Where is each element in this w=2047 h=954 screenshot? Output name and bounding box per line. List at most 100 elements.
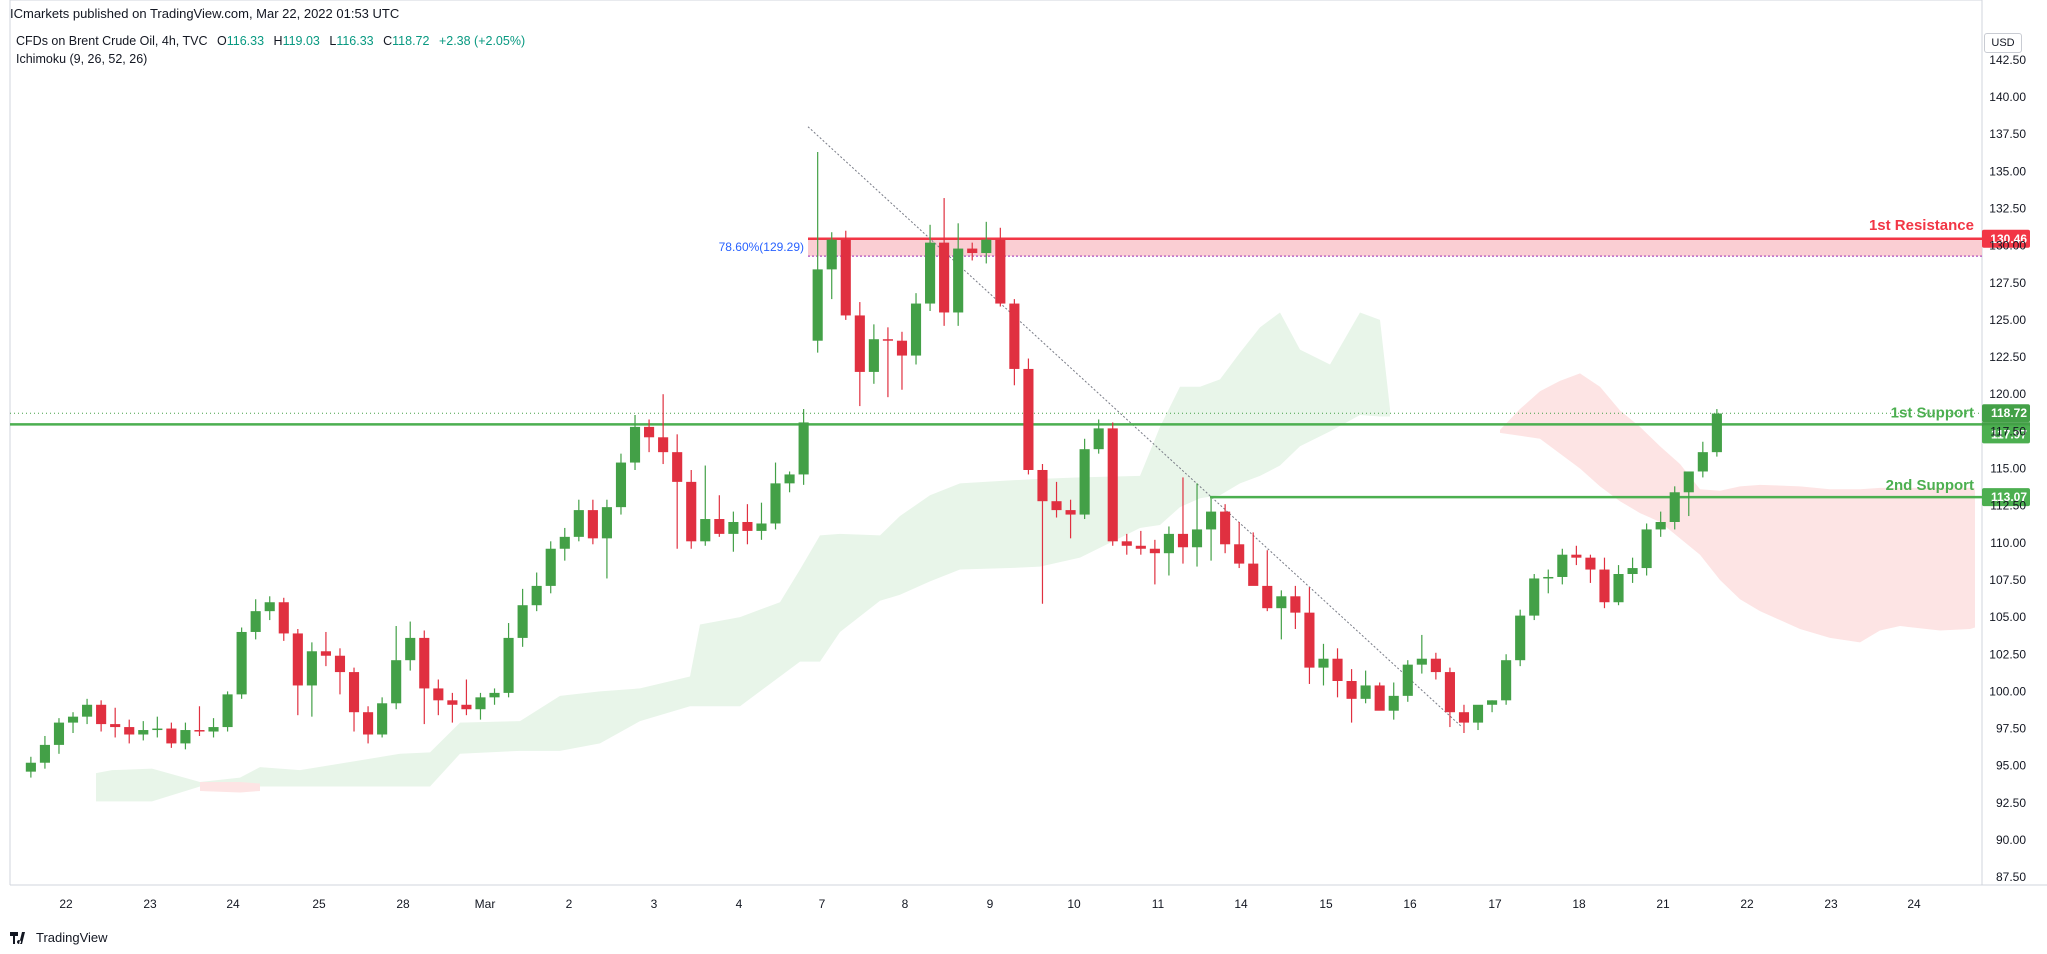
support2-price-tag: 113.07 (1991, 490, 2027, 504)
candle-body (1613, 574, 1624, 603)
candle-body (1220, 511, 1231, 545)
candle (1599, 557, 1610, 609)
candle-body (601, 507, 612, 539)
candle (644, 419, 655, 453)
candle (503, 623, 514, 698)
x-tick-label: 25 (312, 897, 326, 911)
x-tick-label: 9 (987, 897, 994, 911)
candle-body (1599, 569, 1610, 603)
candle (742, 504, 753, 545)
y-tick-label: 140.00 (1989, 90, 2026, 104)
x-tick-label: Mar (475, 897, 496, 911)
candle-body (1051, 501, 1062, 511)
candle-body (1065, 510, 1076, 515)
candle (1557, 548, 1568, 585)
candle (292, 628, 303, 716)
candle-body (447, 700, 458, 705)
candle-body (264, 602, 275, 612)
candle (1191, 483, 1203, 567)
candle (1487, 700, 1498, 713)
support1-label: 1st Support (1891, 404, 1974, 421)
candle (419, 630, 430, 725)
candle-body (714, 519, 725, 534)
candle (194, 706, 205, 736)
x-tick-label: 8 (902, 897, 909, 911)
candle (967, 242, 978, 261)
candle (320, 631, 331, 667)
candlesticks (25, 151, 1722, 778)
candle (1121, 533, 1132, 555)
x-tick-label: 28 (396, 897, 410, 911)
indicator-legend: Ichimoku (9, 26, 52, 26) (16, 52, 148, 66)
candle-body (854, 315, 865, 372)
ichimoku-cloud-bearish (1500, 373, 1975, 643)
candle-body (1529, 578, 1540, 616)
candle (784, 471, 795, 493)
y-tick-label: 107.50 (1989, 573, 2026, 587)
symbol-name: CFDs on Brent Crude Oil, 4h, TVC (16, 34, 208, 48)
candle-body (1543, 576, 1554, 579)
x-tick-label: 10 (1067, 897, 1081, 911)
candle (770, 462, 781, 530)
candle-body (1121, 541, 1132, 546)
candle-body (1571, 554, 1582, 558)
candle (1360, 670, 1371, 704)
candle (1135, 530, 1146, 555)
candle-body (925, 242, 936, 304)
candle-body (250, 611, 261, 632)
candle (39, 735, 50, 769)
candle-body (391, 660, 402, 704)
candle-body (110, 724, 121, 728)
ichimoku-cloud-bearish-early (200, 782, 260, 793)
candle-body (433, 688, 444, 701)
candle-body (278, 602, 289, 634)
candle (1332, 648, 1343, 698)
candle-body (1515, 615, 1526, 661)
x-tick-label: 21 (1656, 897, 1670, 911)
candle-body (826, 239, 837, 270)
candle-body (545, 548, 556, 586)
candle-body (1149, 548, 1160, 554)
publisher-line: ICmarkets published on TradingView.com, … (10, 6, 400, 21)
candle-body (124, 727, 135, 735)
candle (1543, 569, 1554, 594)
high-label: H (273, 34, 283, 48)
tradingview-logo: TradingView (10, 930, 108, 945)
candle-body (1697, 452, 1708, 472)
candle-body (377, 703, 388, 735)
x-tick-label: 23 (143, 897, 157, 911)
candle-body (1248, 563, 1259, 586)
candle-body (503, 637, 514, 693)
currency-badge[interactable]: USD (1984, 33, 2022, 53)
candle (166, 722, 177, 748)
candle-body (1009, 303, 1020, 369)
candle (1065, 499, 1076, 539)
fib-trend-line (807, 126, 1463, 728)
candle-body (1444, 672, 1455, 713)
candle (1177, 477, 1189, 564)
resistance-price-tag-bg (1982, 229, 2030, 248)
candle-body (1472, 704, 1484, 723)
y-tick-label: 132.50 (1989, 201, 2026, 215)
candle-body (798, 422, 809, 475)
candle (756, 502, 767, 540)
x-tick-label: 24 (226, 897, 240, 911)
candle (517, 588, 528, 647)
candle-body (910, 303, 922, 356)
candle (1430, 652, 1441, 680)
candle (377, 697, 388, 738)
x-tick-label: 15 (1319, 897, 1333, 911)
y-tick-label: 117.50 (1990, 424, 2026, 438)
last-price-tag: 118.72 (1991, 406, 2027, 420)
candle-body (1711, 413, 1722, 453)
candle (1388, 682, 1399, 720)
candle-body (1332, 658, 1343, 681)
candle (363, 706, 374, 744)
candle-body (995, 239, 1006, 304)
candle-body (559, 536, 570, 549)
candle-body (953, 248, 964, 313)
x-tick-label: 4 (736, 897, 743, 911)
candle (1613, 565, 1624, 606)
candle (138, 721, 149, 741)
